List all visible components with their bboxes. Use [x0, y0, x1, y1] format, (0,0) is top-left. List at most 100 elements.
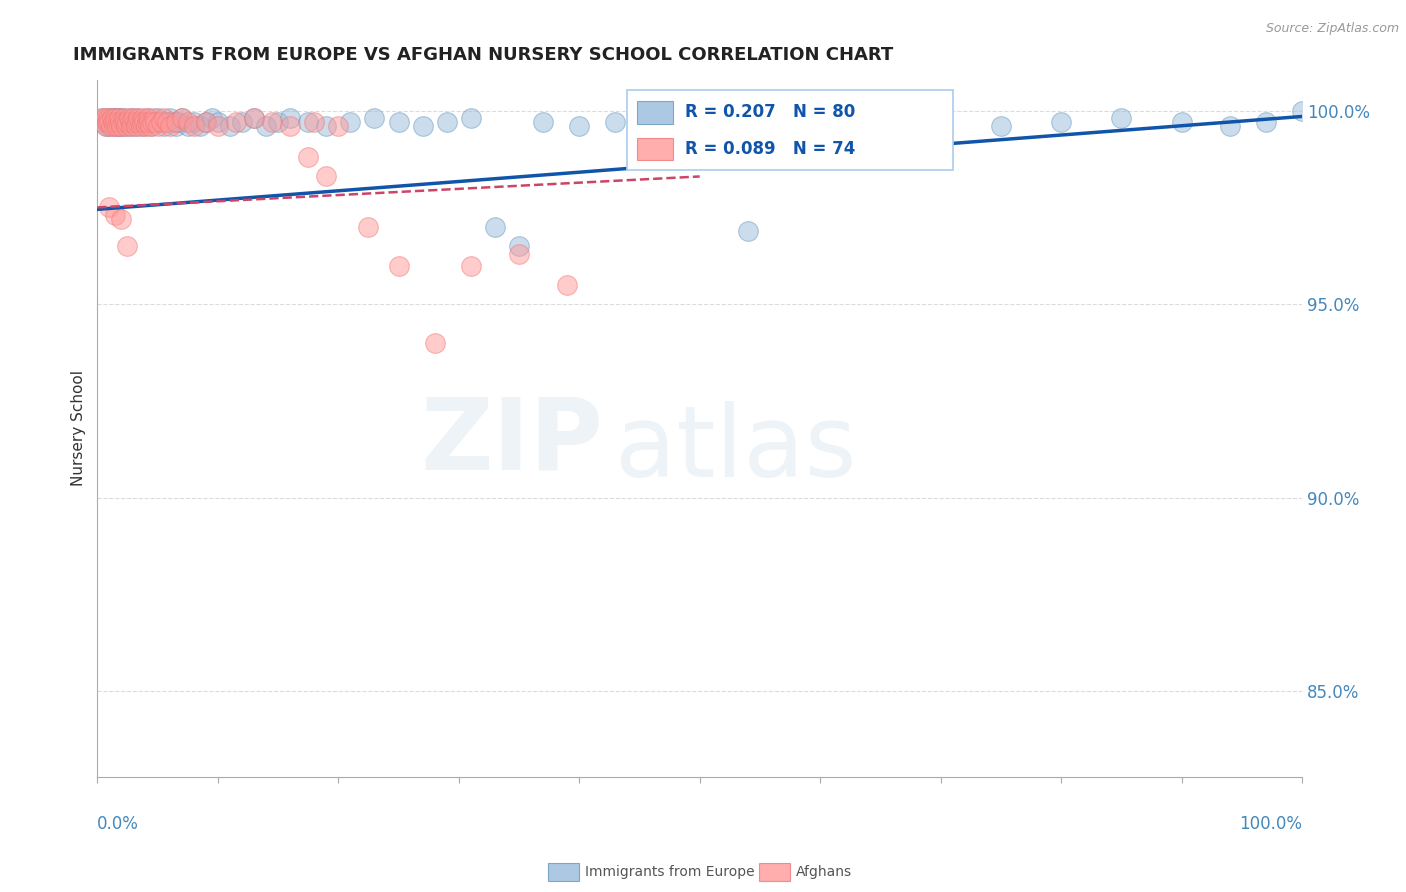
- Point: [149, 115, 172, 129]
- Point: [165, 115, 187, 129]
- Point: [98, 112, 121, 126]
- Point: [177, 119, 200, 133]
- Point: [225, 115, 247, 129]
- Point: [278, 112, 301, 126]
- Point: [436, 115, 458, 129]
- Point: [146, 119, 169, 133]
- Point: [243, 112, 266, 126]
- Text: R = 0.089   N = 74: R = 0.089 N = 74: [685, 140, 856, 158]
- Point: [125, 119, 148, 133]
- Point: [114, 119, 136, 133]
- Point: [96, 115, 118, 129]
- Point: [278, 119, 301, 133]
- Point: [101, 112, 124, 126]
- Point: [568, 119, 591, 133]
- Point: [122, 115, 145, 129]
- Point: [387, 115, 409, 129]
- Point: [100, 119, 122, 133]
- Point: [108, 112, 131, 126]
- Point: [121, 115, 143, 129]
- Text: Afghans: Afghans: [796, 865, 852, 880]
- Point: [423, 335, 446, 350]
- Text: ZIP: ZIP: [420, 393, 603, 491]
- Y-axis label: Nursery School: Nursery School: [72, 370, 86, 486]
- Point: [101, 115, 124, 129]
- Point: [103, 115, 125, 129]
- Point: [107, 115, 129, 129]
- Point: [1111, 112, 1133, 126]
- Point: [138, 115, 160, 129]
- Point: [194, 115, 217, 129]
- Point: [103, 119, 125, 133]
- Point: [118, 112, 141, 126]
- Point: [267, 115, 290, 129]
- Point: [110, 112, 132, 126]
- Point: [640, 112, 662, 126]
- Point: [128, 115, 150, 129]
- Point: [387, 259, 409, 273]
- Point: [328, 119, 350, 133]
- Point: [139, 119, 162, 133]
- Point: [484, 219, 506, 234]
- Point: [135, 115, 157, 129]
- Point: [508, 247, 530, 261]
- Point: [315, 169, 337, 184]
- Text: 100.0%: 100.0%: [1239, 815, 1302, 833]
- Point: [110, 212, 132, 227]
- Point: [131, 115, 153, 129]
- Point: [122, 112, 145, 126]
- Point: [201, 112, 224, 126]
- Point: [98, 115, 121, 129]
- Point: [110, 115, 132, 129]
- Point: [117, 115, 139, 129]
- Point: [104, 112, 127, 126]
- Point: [111, 115, 134, 129]
- Point: [1050, 115, 1073, 129]
- Point: [118, 115, 141, 129]
- Point: [302, 115, 325, 129]
- Point: [156, 115, 179, 129]
- Point: [136, 112, 159, 126]
- Point: [170, 112, 193, 126]
- Text: Source: ZipAtlas.com: Source: ZipAtlas.com: [1265, 22, 1399, 36]
- Point: [90, 112, 112, 126]
- Point: [107, 112, 129, 126]
- Point: [1291, 103, 1313, 118]
- Point: [128, 115, 150, 129]
- Point: [1219, 119, 1241, 133]
- Point: [737, 224, 759, 238]
- Point: [156, 115, 179, 129]
- Point: [97, 112, 120, 126]
- Point: [93, 115, 115, 129]
- Point: [134, 115, 156, 129]
- Point: [112, 115, 135, 129]
- Point: [183, 119, 205, 133]
- Point: [135, 119, 157, 133]
- Point: [115, 119, 138, 133]
- Point: [117, 239, 139, 253]
- Point: [159, 119, 181, 133]
- Point: [127, 112, 149, 126]
- Point: [363, 112, 385, 126]
- Point: [143, 115, 166, 129]
- Point: [531, 115, 554, 129]
- Point: [339, 115, 361, 129]
- Point: [260, 115, 283, 129]
- Point: [689, 115, 711, 129]
- Point: [127, 115, 149, 129]
- Point: [218, 119, 240, 133]
- Point: [120, 119, 142, 133]
- Point: [152, 119, 174, 133]
- Point: [105, 115, 128, 129]
- Point: [98, 201, 121, 215]
- Point: [127, 112, 149, 126]
- Point: [254, 119, 277, 133]
- Point: [110, 119, 132, 133]
- Point: [135, 115, 157, 129]
- Point: [297, 150, 319, 164]
- Point: [104, 119, 127, 133]
- Point: [118, 119, 141, 133]
- Point: [104, 208, 127, 222]
- Point: [832, 115, 855, 129]
- Point: [165, 119, 187, 133]
